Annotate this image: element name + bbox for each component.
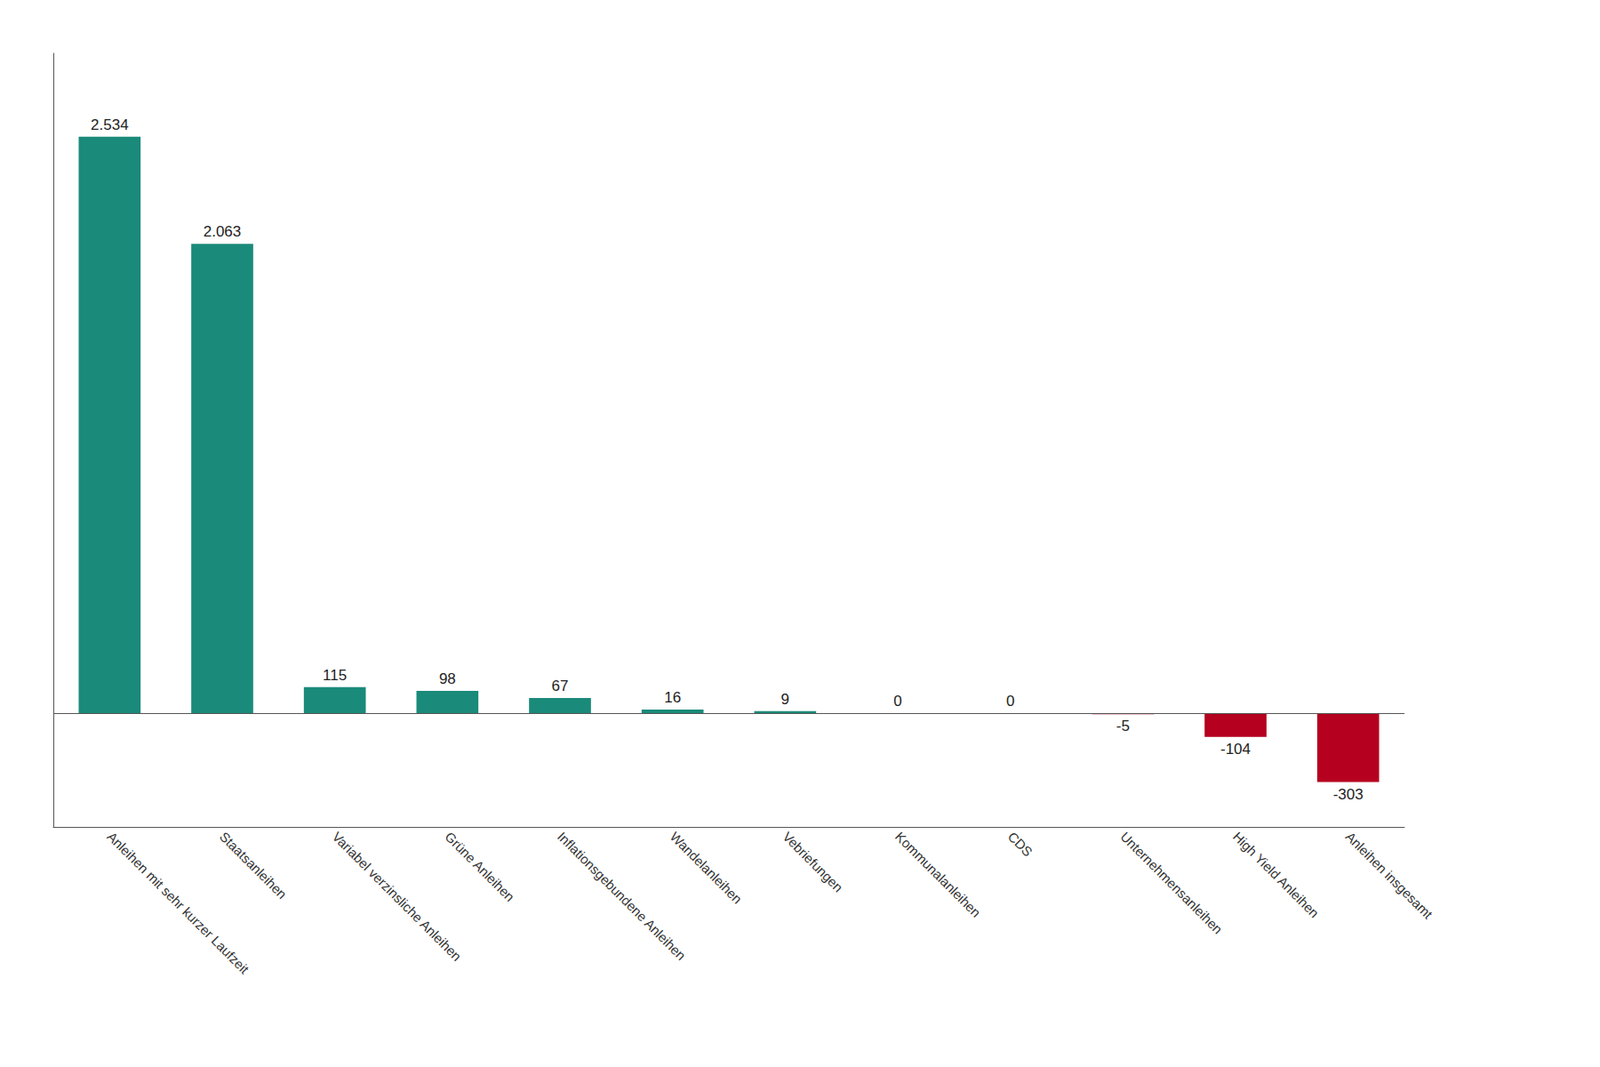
svg-text:Anleihen mit sehr kurzer Laufz: Anleihen mit sehr kurzer Laufzeit <box>104 828 253 977</box>
svg-text:-303: -303 <box>1333 785 1364 803</box>
svg-text:98: 98 <box>439 670 456 688</box>
svg-text:Staatsanleihen: Staatsanleihen <box>216 828 290 902</box>
svg-text:0: 0 <box>1006 692 1015 710</box>
svg-text:Wandelanleihen: Wandelanleihen <box>667 828 746 907</box>
svg-text:Kommunalanleihen: Kommunalanleihen <box>892 828 984 920</box>
svg-text:9: 9 <box>781 690 790 708</box>
svg-text:2.534: 2.534 <box>90 116 129 134</box>
svg-text:16: 16 <box>664 688 681 706</box>
svg-text:2.063: 2.063 <box>203 223 242 240</box>
svg-text:High Yield Anleihen: High Yield Anleihen <box>1230 828 1322 920</box>
svg-text:Unternehmensanleihen: Unternehmensanleihen <box>1117 828 1226 937</box>
svg-text:-104: -104 <box>1220 740 1251 758</box>
svg-text:Variabel verzinsliche Anleihen: Variabel verzinsliche Anleihen <box>329 828 465 964</box>
svg-text:-5: -5 <box>1116 717 1130 735</box>
svg-text:Grüne Anleihen: Grüne Anleihen <box>441 828 518 904</box>
svg-text:Anleihen insgesamt: Anleihen insgesamt <box>1343 828 1437 922</box>
svg-text:Vebriefungen: Vebriefungen <box>779 828 846 895</box>
svg-text:Inflationsgebundene Anleihen: Inflationsgebundene Anleihen <box>554 828 689 963</box>
svg-text:115: 115 <box>322 666 347 684</box>
svg-text:0: 0 <box>893 692 902 710</box>
svg-text:CDS: CDS <box>1005 828 1036 859</box>
svg-text:67: 67 <box>552 677 569 695</box>
